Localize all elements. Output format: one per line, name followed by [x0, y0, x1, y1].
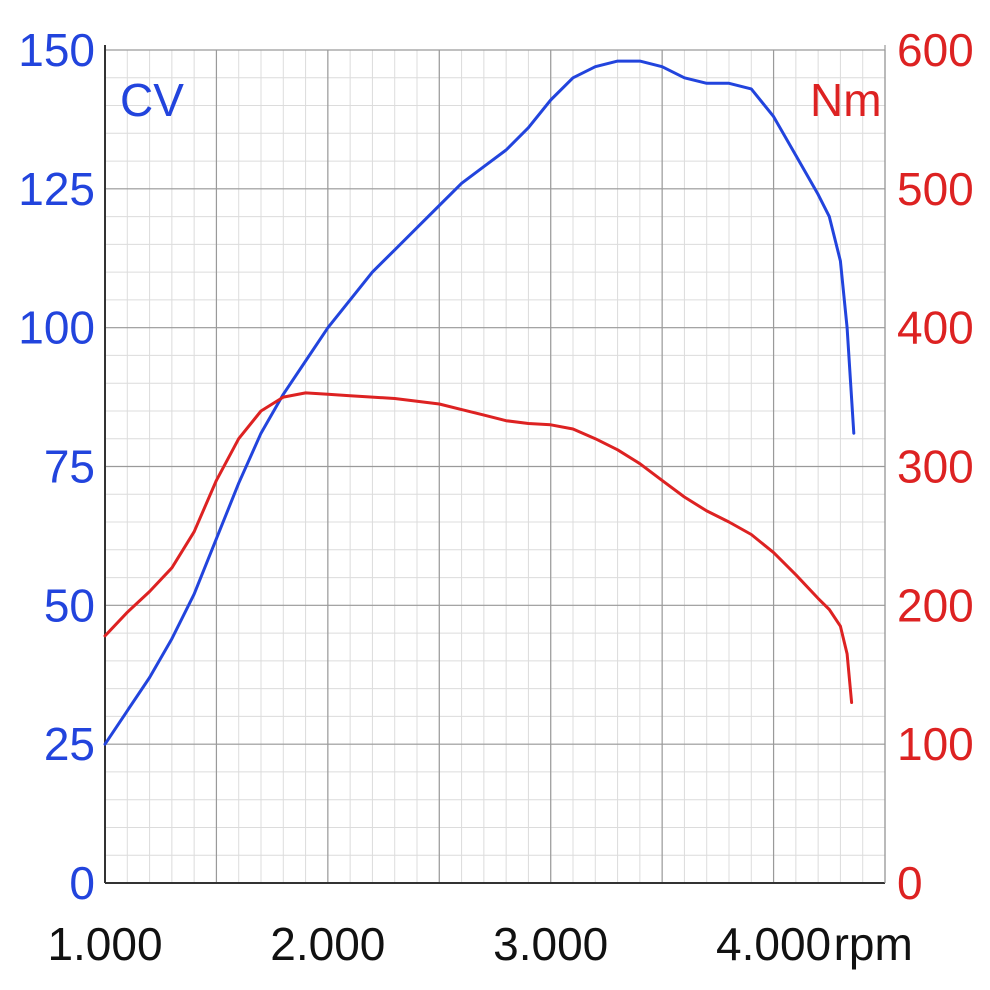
left-tick-label: 25 [44, 718, 95, 770]
right-axis-unit-label: Nm [810, 74, 882, 126]
x-tick-label: 2.000 [270, 918, 385, 970]
right-tick-label: 600 [897, 24, 974, 76]
x-tick-label: 3.000 [493, 918, 608, 970]
left-tick-label: 125 [18, 163, 95, 215]
right-tick-label: 500 [897, 163, 974, 215]
series-layer [103, 59, 856, 746]
left-tick-label: 150 [18, 24, 95, 76]
right-axis-ticks: 0 100 200 300 400 500 600 [897, 24, 974, 909]
left-tick-label: 100 [18, 302, 95, 354]
power-curve-line [103, 59, 856, 746]
left-tick-label: 50 [44, 579, 95, 631]
left-axis-ticks: 0 25 50 75 100 125 150 [18, 24, 95, 909]
left-axis-unit-label: CV [120, 74, 184, 126]
torque-curve-line [103, 391, 854, 704]
right-tick-label: 400 [897, 302, 974, 354]
right-tick-label: 100 [897, 718, 974, 770]
right-tick-label: 200 [897, 579, 974, 631]
x-axis-unit-label: rpm [834, 918, 913, 970]
left-tick-label: 0 [69, 857, 95, 909]
x-tick-label: 4.000 [716, 918, 831, 970]
right-tick-label: 0 [897, 857, 923, 909]
left-tick-label: 75 [44, 441, 95, 493]
x-axis-ticks: 1.000 2.000 3.000 4.000 rpm [47, 918, 912, 970]
major-grid [105, 49, 886, 883]
right-tick-label: 300 [897, 441, 974, 493]
x-tick-label: 1.000 [47, 918, 162, 970]
